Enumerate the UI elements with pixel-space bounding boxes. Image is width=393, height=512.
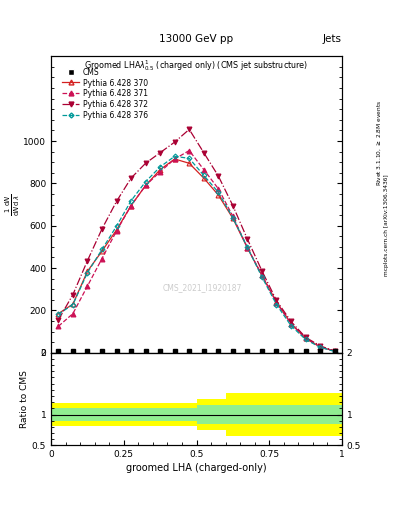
Text: CMS_2021_I1920187: CMS_2021_I1920187 [163,283,242,292]
Text: Rivet 3.1.10, $\geq$ 2.8M events: Rivet 3.1.10, $\geq$ 2.8M events [375,100,383,186]
Legend: CMS, Pythia 6.428 370, Pythia 6.428 371, Pythia 6.428 372, Pythia 6.428 376: CMS, Pythia 6.428 370, Pythia 6.428 371,… [61,66,149,122]
X-axis label: groomed LHA (charged-only): groomed LHA (charged-only) [126,463,267,474]
Y-axis label: $\frac{1}{\mathrm{d}N}\frac{\mathrm{d}N}{\mathrm{d}\,\lambda}$: $\frac{1}{\mathrm{d}N}\frac{\mathrm{d}N}… [4,194,22,216]
Text: mcplots.cern.ch [arXiv:1306.3436]: mcplots.cern.ch [arXiv:1306.3436] [384,175,389,276]
Y-axis label: Ratio to CMS: Ratio to CMS [20,370,29,428]
Text: 13000 GeV pp: 13000 GeV pp [160,33,233,44]
Text: Jets: Jets [323,33,342,44]
Text: Groomed LHA$\lambda^1_{0.5}$ (charged only) (CMS jet substructure): Groomed LHA$\lambda^1_{0.5}$ (charged on… [84,58,309,73]
